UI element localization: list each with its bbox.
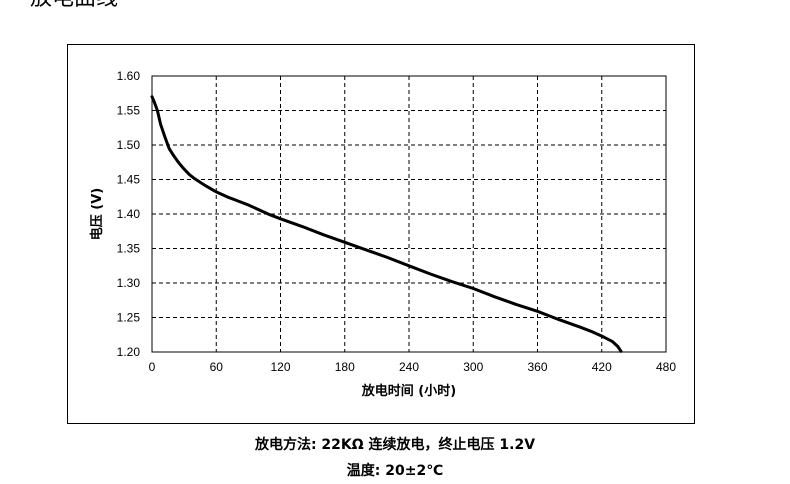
y-tick-label: 1.25 bbox=[117, 311, 141, 325]
plot-area-border bbox=[151, 75, 667, 353]
x-tick-label: 480 bbox=[656, 360, 676, 374]
y-tick-label: 1.20 bbox=[117, 345, 141, 359]
y-tick-label: 1.30 bbox=[117, 276, 141, 290]
x-tick-label: 420 bbox=[592, 360, 612, 374]
discharge-method-caption: 放电方法: 22KΩ 连续放电，终止电压 1.2V bbox=[254, 437, 536, 453]
chart-frame: 0 60 120 180 240 300 360 420 480 1.20 1.25 1.30 1.35… bbox=[67, 44, 695, 424]
y-tick-label: 1.35 bbox=[117, 242, 141, 256]
temperature-caption: 温度: 20±2℃ bbox=[346, 463, 444, 479]
y-axis-title: 电压 (V) bbox=[89, 188, 105, 240]
y-tick-label: 1.45 bbox=[117, 173, 141, 187]
x-tick-label: 120 bbox=[270, 360, 290, 374]
x-tick-label: 360 bbox=[527, 360, 547, 374]
discharge-voltage-line bbox=[150, 95, 623, 353]
x-tick-label: 240 bbox=[399, 360, 419, 374]
y-tick-label: 1.60 bbox=[117, 69, 141, 83]
x-tick-label: 60 bbox=[210, 360, 224, 374]
x-axis-title: 放电时间 (小时) bbox=[361, 383, 456, 399]
y-tick-label: 1.55 bbox=[117, 104, 141, 118]
section-title: 放电曲线 bbox=[30, 0, 118, 12]
y-tick-label: 1.50 bbox=[117, 138, 141, 152]
x-tick-label: 0 bbox=[149, 360, 156, 374]
x-tick-label: 300 bbox=[463, 360, 483, 374]
x-tick-label: 180 bbox=[335, 360, 355, 374]
discharge-curve-chart: 0 60 120 180 240 300 360 420 480 1.20 1.25 1.30 1.35… bbox=[89, 69, 676, 399]
y-tick-label: 1.40 bbox=[117, 207, 141, 221]
